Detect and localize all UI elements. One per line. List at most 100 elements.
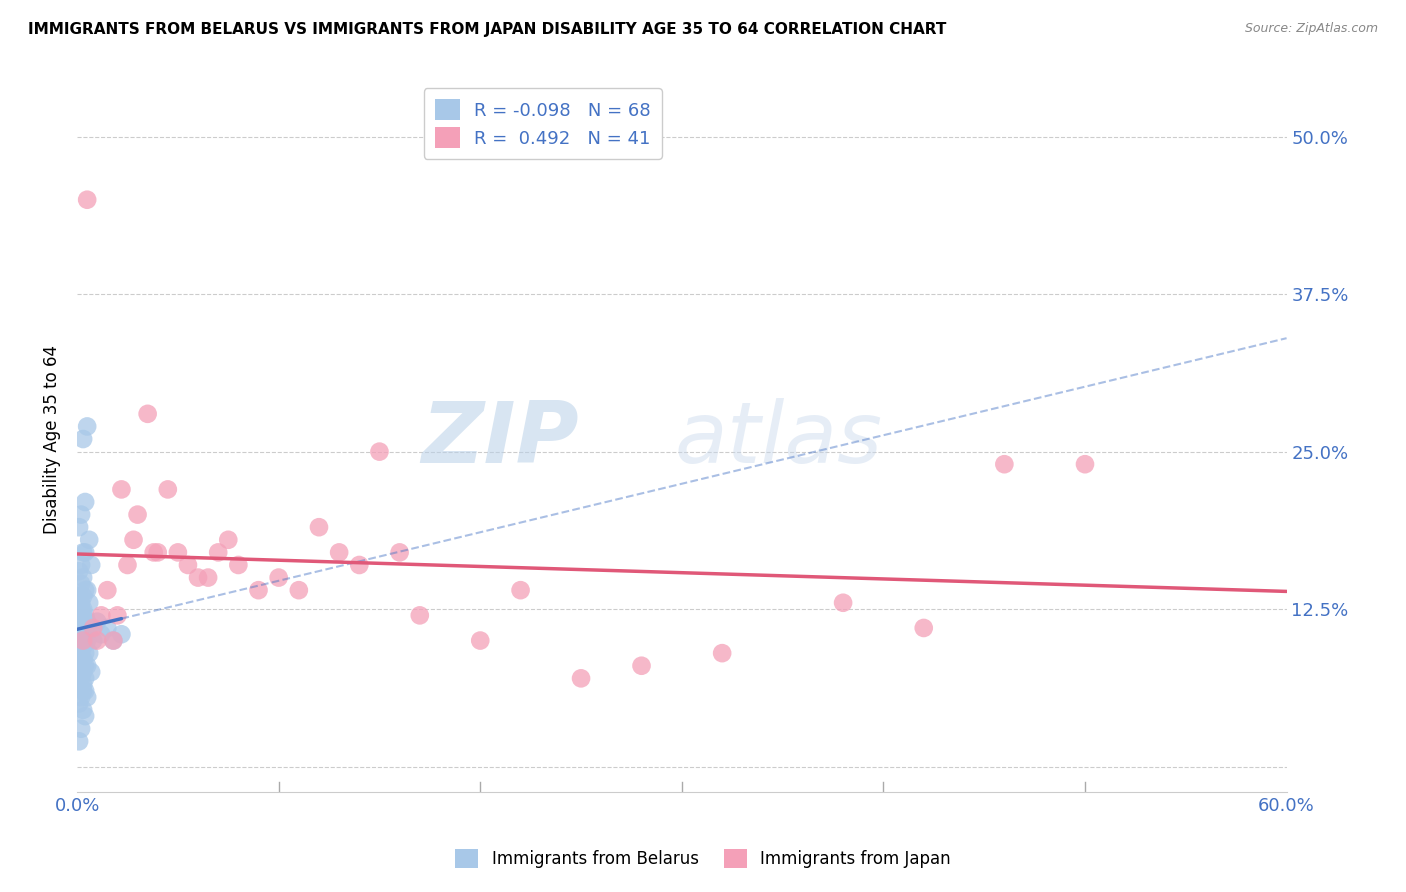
Point	[207, 545, 229, 559]
Point	[70, 646, 93, 660]
Legend: Immigrants from Belarus, Immigrants from Japan: Immigrants from Belarus, Immigrants from…	[449, 842, 957, 875]
Point	[72, 633, 94, 648]
Point	[72, 602, 94, 616]
Point	[103, 633, 125, 648]
Point	[328, 545, 350, 559]
Point	[86, 633, 108, 648]
Point	[75, 646, 97, 660]
Point	[80, 558, 103, 572]
Text: ZIP: ZIP	[422, 398, 579, 481]
Point	[72, 652, 94, 666]
Point	[136, 407, 159, 421]
Point	[82, 633, 104, 648]
Text: IMMIGRANTS FROM BELARUS VS IMMIGRANTS FROM JAPAN DISABILITY AGE 35 TO 64 CORRELA: IMMIGRANTS FROM BELARUS VS IMMIGRANTS FR…	[28, 22, 946, 37]
Point	[146, 545, 169, 559]
Point	[122, 533, 145, 547]
Point	[630, 658, 652, 673]
Point	[76, 193, 98, 207]
Point	[177, 558, 200, 572]
Point	[96, 621, 118, 635]
Point	[470, 633, 492, 648]
Point	[117, 558, 139, 572]
Point	[75, 495, 97, 509]
Point	[409, 608, 432, 623]
Point	[509, 583, 531, 598]
Point	[76, 615, 98, 629]
Point	[67, 564, 90, 578]
Point	[127, 508, 149, 522]
Point	[72, 633, 94, 648]
Point	[72, 545, 94, 559]
Point	[77, 646, 100, 660]
Point	[167, 545, 190, 559]
Point	[67, 608, 90, 623]
Legend: R = -0.098   N = 68, R =  0.492   N = 41: R = -0.098 N = 68, R = 0.492 N = 41	[423, 88, 662, 159]
Point	[217, 533, 239, 547]
Point	[76, 658, 98, 673]
Point	[368, 444, 391, 458]
Point	[75, 671, 97, 685]
Point	[267, 571, 290, 585]
Point	[72, 684, 94, 698]
Point	[76, 419, 98, 434]
Point	[67, 658, 90, 673]
Point	[67, 640, 90, 654]
Point	[247, 583, 270, 598]
Point	[110, 483, 132, 497]
Point	[67, 646, 90, 660]
Text: Source: ZipAtlas.com: Source: ZipAtlas.com	[1244, 22, 1378, 36]
Point	[228, 558, 250, 572]
Point	[197, 571, 219, 585]
Point	[70, 633, 93, 648]
Point	[70, 690, 93, 705]
Point	[96, 583, 118, 598]
Point	[388, 545, 411, 559]
Point	[349, 558, 371, 572]
Point	[80, 665, 103, 679]
Point	[67, 678, 90, 692]
Point	[76, 583, 98, 598]
Point	[103, 633, 125, 648]
Point	[75, 658, 97, 673]
Point	[72, 678, 94, 692]
Point	[711, 646, 734, 660]
Point	[75, 633, 97, 648]
Point	[70, 671, 93, 685]
Point	[72, 621, 94, 635]
Point	[67, 627, 90, 641]
Point	[912, 621, 935, 635]
Point	[75, 621, 97, 635]
Point	[76, 633, 98, 648]
Point	[142, 545, 165, 559]
Point	[67, 697, 90, 711]
Point	[77, 621, 100, 635]
Point	[72, 590, 94, 604]
Point	[308, 520, 330, 534]
Point	[90, 627, 112, 641]
Point	[75, 684, 97, 698]
Point	[70, 558, 93, 572]
Point	[70, 602, 93, 616]
Text: atlas: atlas	[675, 398, 883, 481]
Point	[86, 615, 108, 629]
Point	[72, 571, 94, 585]
Point	[156, 483, 179, 497]
Point	[75, 608, 97, 623]
Point	[70, 596, 93, 610]
Point	[1074, 457, 1097, 471]
Y-axis label: Disability Age 35 to 64: Disability Age 35 to 64	[44, 344, 60, 533]
Point	[993, 457, 1015, 471]
Point	[72, 608, 94, 623]
Point	[75, 545, 97, 559]
Point	[110, 627, 132, 641]
Point	[70, 652, 93, 666]
Point	[75, 583, 97, 598]
Point	[90, 608, 112, 623]
Point	[77, 596, 100, 610]
Point	[82, 621, 104, 635]
Point	[187, 571, 209, 585]
Point	[72, 665, 94, 679]
Point	[70, 722, 93, 736]
Point	[288, 583, 311, 598]
Point	[569, 671, 592, 685]
